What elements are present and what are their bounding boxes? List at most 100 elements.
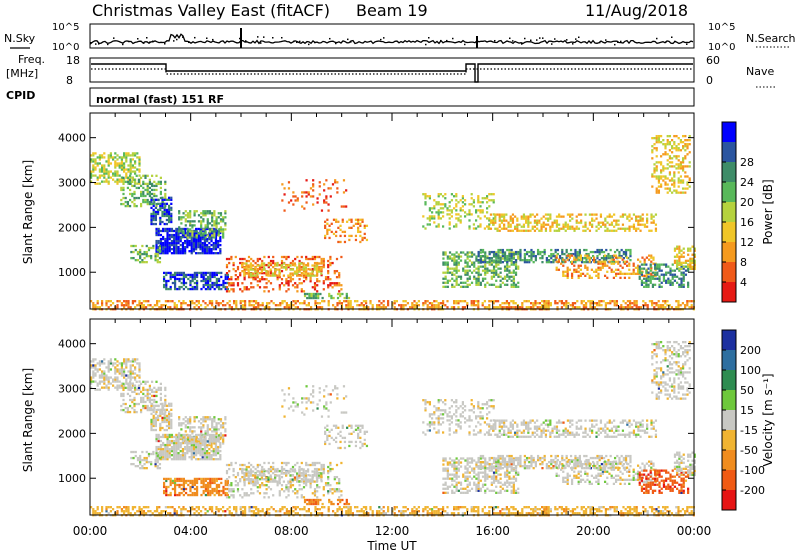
power-cell (263, 306, 266, 309)
power-cell (689, 267, 692, 271)
nsearch-dot (530, 39, 532, 42)
power-cell (621, 215, 625, 218)
power-cell (131, 178, 134, 181)
power-cell (202, 232, 205, 235)
velocity-cell (112, 380, 115, 383)
power-cell (486, 225, 489, 228)
power-cell (199, 241, 202, 245)
power-cell (579, 268, 582, 271)
power-cell (186, 228, 190, 231)
power-cell (234, 255, 237, 259)
power-cell (599, 266, 602, 269)
power-cell (173, 271, 177, 275)
power-cell (492, 253, 496, 256)
velocity-cell (219, 437, 222, 441)
power-cell (247, 255, 251, 259)
nsky-line (90, 33, 694, 45)
power-cell (614, 254, 618, 257)
power-cell (468, 209, 471, 212)
velocity-cell (155, 390, 158, 394)
power-cell (134, 152, 137, 155)
power-cell (123, 304, 126, 307)
power-cell (243, 272, 246, 275)
nsearch-dot (164, 43, 166, 45)
velocity-cell (122, 394, 125, 398)
velocity-cell (101, 386, 104, 389)
power-cell (614, 260, 618, 263)
power-cell (176, 271, 179, 275)
power-cell (145, 250, 148, 254)
power-cell (497, 254, 500, 258)
power-cell (677, 185, 680, 188)
power-cell (155, 233, 158, 237)
power-cell (177, 252, 180, 255)
velocity-cell (152, 420, 155, 424)
power-cell (285, 302, 288, 305)
velocity-cell (164, 410, 167, 414)
power-cell (525, 215, 528, 218)
velocity-cell (103, 372, 106, 375)
power-cell (490, 263, 493, 266)
power-cell (191, 287, 194, 291)
power-cell (555, 225, 559, 228)
power-cell (213, 220, 216, 223)
power-cell (455, 213, 458, 216)
power-cell (678, 277, 681, 280)
velocity-cell (148, 406, 151, 410)
power-cell (562, 274, 565, 277)
power-cell (225, 257, 229, 261)
power-cell (479, 201, 482, 204)
power-cell (285, 257, 288, 261)
velocity-cell (177, 458, 180, 461)
power-cell (241, 265, 244, 269)
power-cell (206, 248, 209, 251)
power-cell (604, 223, 607, 226)
velocity-cell (199, 449, 202, 453)
power-cell (257, 304, 260, 307)
velocity-cell (182, 418, 185, 421)
power-cell (657, 141, 661, 144)
power-cell (162, 279, 166, 283)
power-cell (424, 197, 427, 200)
power-cell (543, 248, 546, 252)
power-cell (136, 168, 139, 171)
power-cell (603, 274, 607, 277)
power-cell (129, 178, 132, 182)
power-cell (693, 265, 696, 269)
power-cell (304, 272, 307, 275)
power-cell (475, 277, 478, 280)
power-cell (574, 306, 577, 309)
velocity-cell (203, 439, 207, 443)
power-cell (371, 304, 374, 307)
power-cell (217, 216, 220, 219)
power-cell (655, 134, 658, 138)
power-cell (164, 196, 167, 200)
power-cell (459, 255, 463, 258)
power-cell (162, 229, 165, 233)
velocity-cell (217, 451, 220, 455)
power-cell (311, 267, 314, 271)
power-cell (168, 237, 171, 241)
power-cell (588, 221, 592, 224)
power-cell (610, 262, 613, 265)
power-cell (285, 266, 288, 269)
power-cell (307, 302, 310, 305)
power-cell (615, 223, 618, 226)
power-cell (112, 158, 115, 161)
power-cell (215, 222, 218, 225)
power-cell (475, 257, 478, 260)
power-cell (157, 241, 160, 245)
power-cell (693, 253, 696, 256)
power-cell (291, 259, 295, 263)
power-cell (495, 261, 498, 264)
power-cell (527, 300, 530, 303)
power-cell (658, 279, 661, 282)
power-cell (90, 172, 93, 175)
power-cell (575, 221, 578, 224)
power-cell (107, 162, 110, 165)
power-cell (217, 285, 221, 289)
power-cell (267, 280, 270, 283)
velocity-cell (120, 362, 123, 365)
power-cell (514, 265, 518, 268)
velocity-cell (179, 445, 182, 449)
